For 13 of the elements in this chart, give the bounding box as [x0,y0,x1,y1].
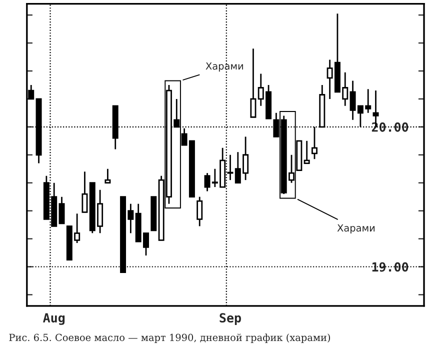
candlestick [304,140,310,164]
annotation: Харами [337,224,375,234]
candlestick [196,196,203,227]
candlestick [82,170,88,213]
candlestick [104,168,111,184]
candlestick [250,48,256,118]
x-tick-label: Aug [43,313,65,325]
x-tick-label: Sep [220,313,241,325]
annotation: Харами [206,62,243,72]
y-tick-label: 20.00 [372,122,408,132]
text: Рис. 6.5. Соевое масло — март 1990, дневной график (харами) [9,334,330,343]
candlestick [58,196,65,224]
y-tick-label: 19.00 [372,262,408,272]
